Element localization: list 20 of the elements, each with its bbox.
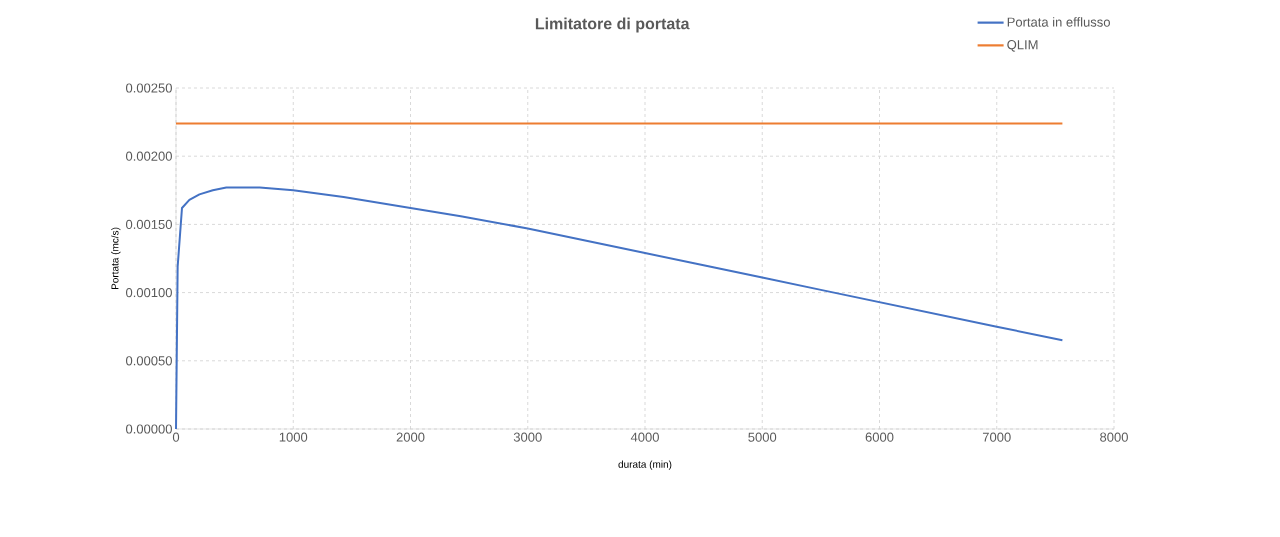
y-tick-label: 0.00150 [125,219,172,229]
x-tick-label: 4000 [630,432,659,442]
y-tick-label: 0.00000 [125,424,172,434]
y-tick-label: 0.00050 [125,356,172,366]
x-tick-label: 0 [172,432,180,442]
y-tick-label: 0.00200 [125,151,172,161]
x-tick-label: 1000 [279,432,308,442]
legend-label: QLIM [1007,40,1038,52]
x-tick-label: 3000 [513,432,542,442]
x-tick-label: 8000 [1100,432,1128,442]
legend-label: Portata in efflusso [1007,17,1110,27]
y-tick-label: 0.00250 [125,83,172,93]
x-tick-label: 2000 [396,432,425,442]
x-axis-title: durata (min) [618,460,672,470]
x-tick-label: 7000 [982,432,1011,442]
y-axis-title: Portata (mc/s) [111,227,121,290]
x-tick-label: 5000 [748,432,777,442]
chart-title: Limitatore di portata [535,17,690,33]
x-tick-label: 6000 [865,432,894,442]
y-tick-label: 0.00100 [125,287,172,298]
